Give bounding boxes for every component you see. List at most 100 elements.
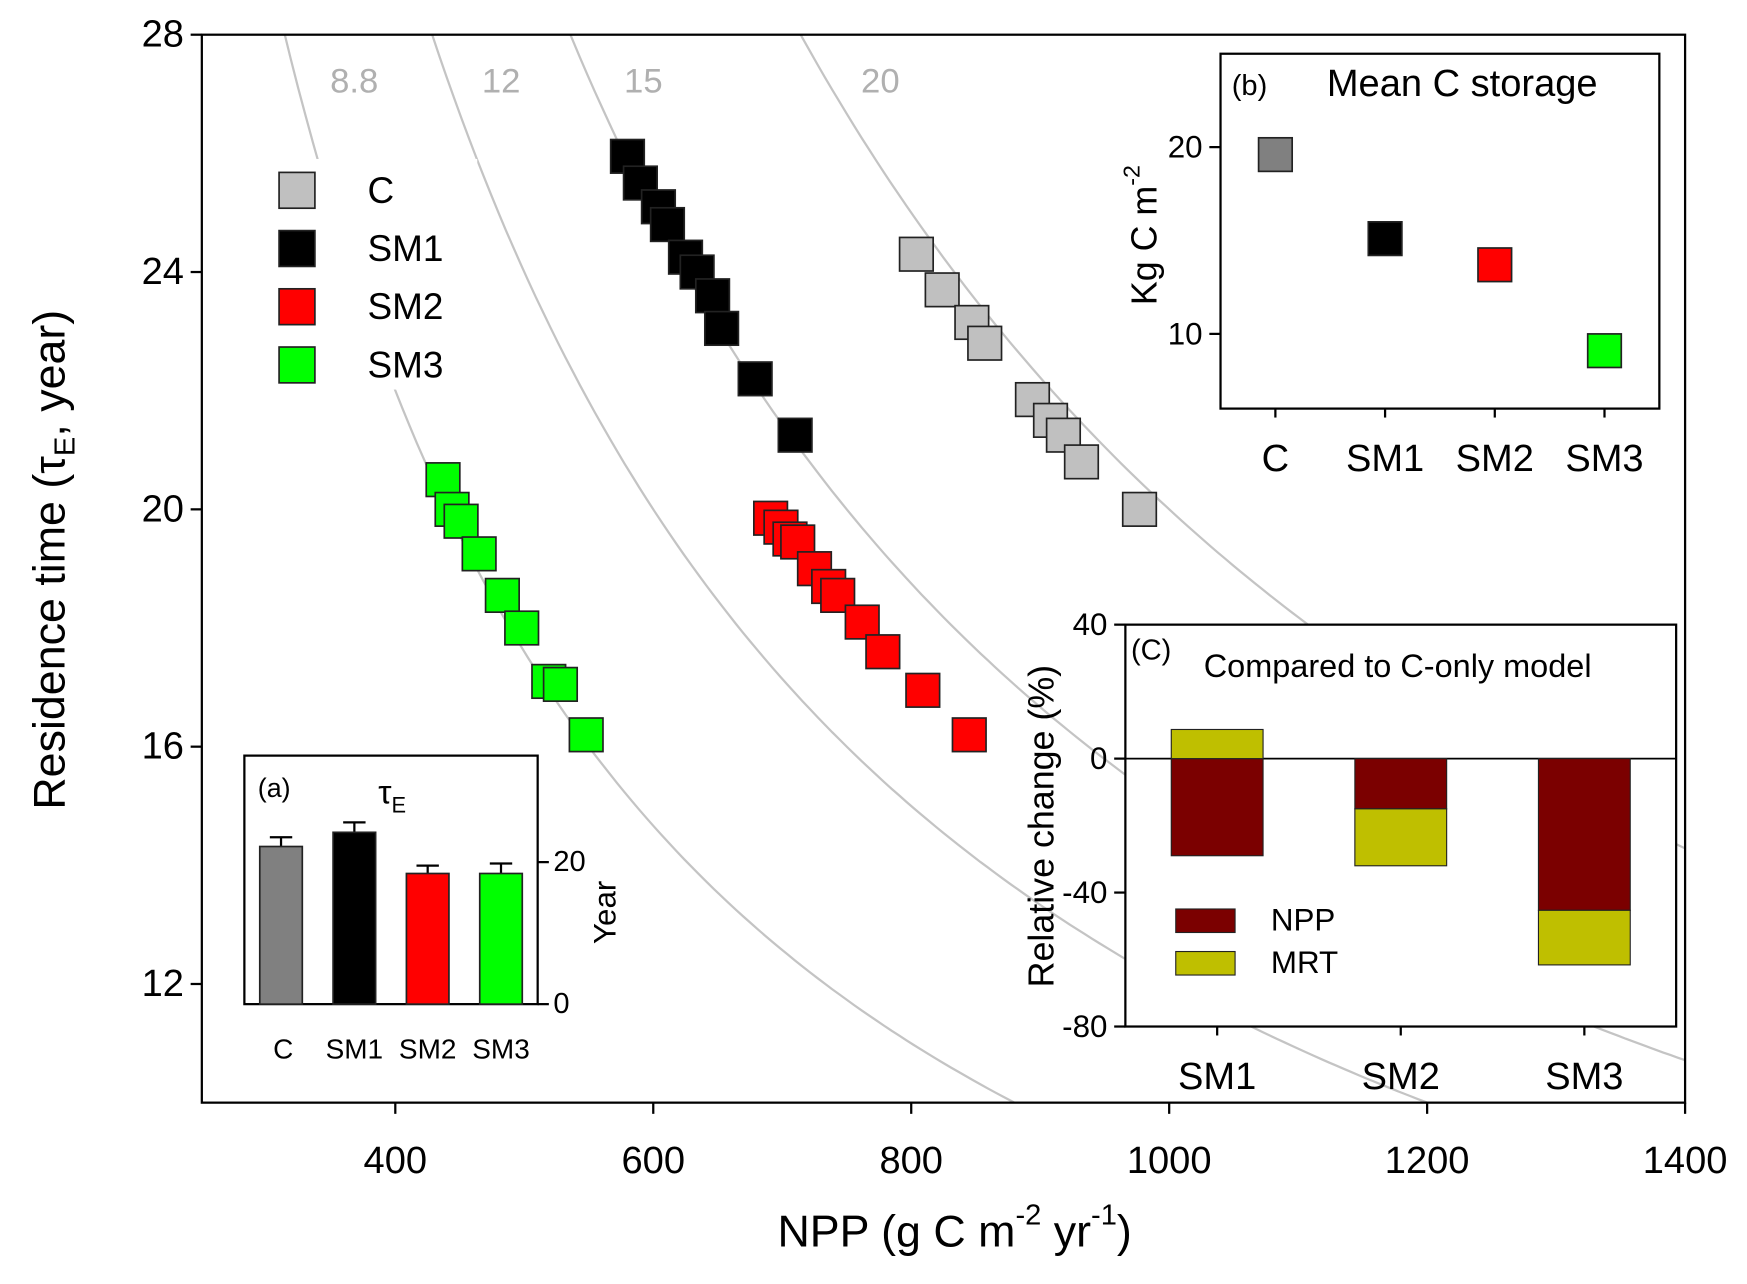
y-axis-label: Kg C m-2: [1118, 165, 1164, 305]
data-point: [905, 672, 941, 708]
y-tick-label: 28: [142, 14, 184, 56]
label-part: yr: [1041, 1206, 1091, 1256]
panel-label: (b): [1232, 70, 1268, 102]
data-point: [1367, 221, 1403, 257]
x-tick-label: 1000: [1127, 1140, 1212, 1182]
x-tick-label: SM1: [326, 1033, 384, 1064]
data-point: [924, 272, 960, 308]
legend-swatch: [1175, 950, 1236, 976]
x-tick-label: 1200: [1385, 1140, 1470, 1182]
y-tick-label: -80: [1062, 1009, 1107, 1044]
bar: [478, 872, 524, 1005]
y-tick-label: 20: [142, 488, 184, 530]
data-point: [703, 310, 740, 347]
bar: [258, 845, 304, 1005]
data-point: [1477, 247, 1513, 283]
y-axis-label: Year: [587, 881, 622, 944]
data-point: [649, 206, 686, 243]
x-tick-label: SM1: [1346, 438, 1424, 480]
label-part: Kg C m: [1124, 186, 1164, 305]
data-point: [568, 717, 604, 753]
bar-segment: [1354, 808, 1448, 867]
plot-frame: [1219, 52, 1661, 410]
x-tick-label: SM2: [1456, 438, 1534, 480]
data-point: [484, 577, 520, 614]
data-point: [461, 536, 497, 572]
isoline-label: 15: [624, 63, 663, 101]
bar-segment: [1170, 758, 1264, 857]
data-point: [1063, 444, 1100, 480]
panel-title: Compared to C-only model: [1204, 648, 1592, 684]
data-point: [443, 503, 479, 539]
legend-swatch: [1175, 908, 1236, 934]
y-tick-label: -40: [1062, 875, 1107, 910]
data-point: [694, 278, 731, 314]
y-axis-label: Relative change (%): [1021, 665, 1061, 987]
x-tick-label: 400: [364, 1140, 427, 1182]
panel-title: τE: [378, 774, 406, 818]
x-tick-label: SM3: [472, 1033, 530, 1064]
bar-segment: [1537, 758, 1631, 911]
label-part: -2: [1118, 165, 1144, 186]
x-tick-label: SM3: [1565, 438, 1643, 480]
legend-label: SM2: [368, 286, 444, 327]
x-tick-label: SM2: [1362, 1056, 1440, 1098]
data-point: [737, 361, 773, 397]
panel-title: Mean C storage: [1327, 63, 1598, 105]
y-tick-label: 16: [142, 726, 184, 768]
y-axis-label: Residence time (τE, year): [25, 310, 82, 810]
data-point: [967, 325, 1003, 361]
data-point: [1586, 333, 1623, 369]
label-part: , year): [25, 310, 75, 437]
x-tick-label: SM1: [1178, 1056, 1256, 1098]
isoline-label: 20: [861, 63, 900, 101]
legend-label: MRT: [1271, 945, 1338, 980]
data-point: [865, 634, 901, 670]
plot-frame: [200, 33, 1687, 1104]
x-axis-label: NPP (g C m-2 yr-1): [777, 1199, 1131, 1256]
data-point: [844, 604, 880, 640]
data-point: [504, 610, 540, 646]
legend-swatch: [278, 346, 316, 384]
bar-segment: [1537, 909, 1631, 966]
label-part: E: [50, 437, 82, 456]
label-part: NPP (g C m: [777, 1206, 1015, 1256]
label-part: -2: [1015, 1199, 1041, 1231]
bar: [405, 872, 450, 1005]
isoline-label: 12: [482, 63, 521, 101]
label-part: ): [1117, 1206, 1132, 1256]
legend-swatch: [278, 229, 316, 268]
data-point: [1121, 491, 1158, 527]
label-part: E: [391, 793, 406, 818]
bar: [332, 831, 377, 1005]
x-tick-label: 800: [879, 1140, 942, 1182]
data-point: [951, 717, 987, 753]
label-part: Residence time (: [25, 474, 75, 810]
bar-segment: [1354, 758, 1448, 810]
panel-label: (C): [1131, 634, 1171, 666]
y-tick-label: 10: [1168, 316, 1203, 351]
legend-swatch: [278, 171, 316, 210]
y-tick-label: 24: [142, 251, 184, 293]
x-tick-label: C: [273, 1033, 293, 1064]
label-part: -1: [1091, 1199, 1117, 1231]
isoline-label: 8.8: [330, 63, 378, 101]
legend-label: SM3: [368, 344, 444, 385]
isoline: [431, 34, 1431, 1103]
data-point: [1257, 136, 1294, 173]
data-point: [898, 236, 935, 272]
data-point: [425, 462, 461, 498]
y-tick-label: 20: [1168, 130, 1203, 165]
legend-label: C: [368, 170, 395, 211]
legend-swatch: [278, 287, 316, 326]
bar-segment: [1170, 728, 1264, 760]
legend-label: NPP: [1271, 903, 1335, 938]
x-tick-label: SM3: [1545, 1056, 1623, 1098]
y-tick-label: 40: [1073, 607, 1108, 642]
data-point: [777, 417, 813, 453]
legend-label: SM1: [368, 228, 444, 269]
x-tick-label: 1400: [1643, 1140, 1728, 1182]
x-tick-label: SM2: [399, 1033, 457, 1064]
